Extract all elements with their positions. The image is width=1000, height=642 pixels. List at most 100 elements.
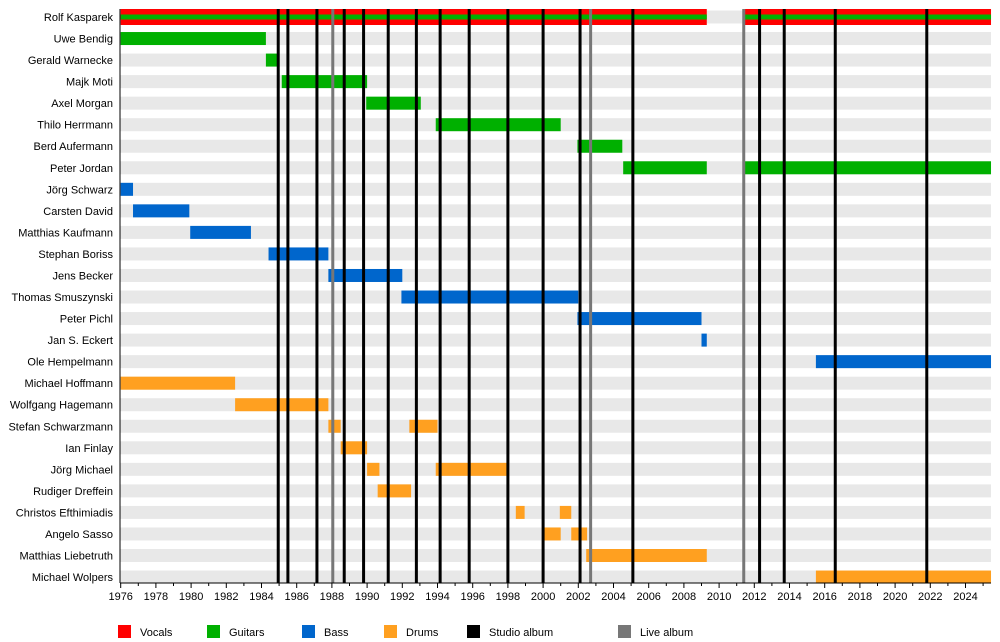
legend-label: Vocals: [140, 627, 173, 639]
member-label: Matthias Liebetruth: [19, 551, 113, 563]
row-band: [120, 225, 991, 239]
member-bar: [340, 441, 368, 455]
x-tick-label: 1980: [179, 591, 203, 603]
member-bar-secondary: [120, 14, 707, 20]
member-label: Matthias Kaufmann: [18, 227, 113, 239]
row-band: [120, 139, 991, 153]
row-band: [120, 462, 991, 476]
studio-album-line: [506, 9, 510, 583]
x-tick-label: 1978: [144, 591, 168, 603]
member-bar: [377, 484, 412, 498]
studio-album-line: [758, 9, 762, 583]
row-band: [120, 505, 991, 519]
legend-item: Studio album: [467, 625, 553, 639]
x-tick-label: 2024: [953, 591, 977, 603]
legend-item: Drums: [384, 625, 439, 639]
member-bar: [366, 96, 421, 110]
legend-swatch: [384, 625, 397, 638]
member-bar: [586, 549, 707, 562]
studio-album-line: [342, 9, 346, 583]
row-band: [120, 484, 991, 498]
row-band: [120, 441, 991, 455]
studio-album-line: [631, 9, 635, 583]
live-album-line: [742, 9, 746, 583]
legend-swatch: [618, 625, 631, 638]
x-tick-label: 2008: [672, 591, 696, 603]
x-tick-label: 2020: [883, 591, 907, 603]
row-band: [120, 312, 991, 326]
row-band: [120, 549, 991, 562]
member-bar: [268, 247, 329, 261]
row-band: [120, 570, 991, 584]
row-band: [120, 32, 991, 46]
x-tick-label: 1998: [496, 591, 520, 603]
row-band: [120, 75, 991, 89]
member-label: Christos Efthimiadis: [16, 507, 114, 519]
legend-label: Live album: [640, 627, 693, 639]
x-tick-label: 2022: [918, 591, 942, 603]
member-bar: [265, 53, 279, 67]
member-label: Carsten David: [43, 206, 113, 218]
member-bar: [623, 161, 707, 175]
x-tick-label: 1986: [284, 591, 308, 603]
member-bar: [328, 419, 341, 433]
member-bar: [515, 505, 525, 519]
studio-album-line: [541, 9, 545, 583]
legend-swatch: [207, 625, 220, 638]
member-label: Gerald Warnecke: [28, 55, 113, 67]
legend-swatch: [302, 625, 315, 638]
studio-album-line: [438, 9, 442, 583]
x-tick-label: 1984: [249, 591, 273, 603]
member-label: Axel Morgan: [51, 98, 113, 110]
legend-item: Vocals: [118, 625, 173, 639]
legend-label: Guitars: [229, 627, 265, 639]
member-label: Jens Becker: [52, 270, 113, 282]
x-tick-label: 2016: [812, 591, 836, 603]
member-bar: [743, 161, 992, 175]
live-album-line: [589, 9, 593, 583]
x-tick-label: 1994: [425, 591, 449, 603]
member-label: Berd Aufermann: [34, 141, 114, 153]
live-album-line: [331, 9, 335, 583]
member-label: Uwe Bendig: [54, 34, 113, 46]
member-label: Stephan Boriss: [38, 249, 113, 261]
row-band: [120, 333, 991, 347]
x-tick-label: 2012: [742, 591, 766, 603]
row-band: [120, 96, 991, 110]
x-tick-label: 1982: [214, 591, 238, 603]
member-label: Peter Pichl: [60, 314, 113, 326]
row-band: [120, 53, 991, 67]
member-bar: [328, 268, 403, 282]
studio-album-line: [467, 9, 471, 583]
member-bar: [281, 75, 368, 89]
member-bar: [559, 505, 572, 519]
member-label: Ole Hempelmann: [27, 357, 113, 369]
x-tick-label: 1990: [355, 591, 379, 603]
legend-label: Bass: [324, 627, 349, 639]
x-tick-label: 2006: [636, 591, 660, 603]
legend-item: Bass: [302, 625, 349, 639]
member-bar: [409, 419, 438, 433]
member-bar: [120, 32, 266, 46]
x-tick-label: 2014: [777, 591, 801, 603]
member-label: Michael Hoffmann: [25, 378, 113, 390]
legend-item: Guitars: [207, 625, 265, 639]
member-label: Michael Wolpers: [32, 572, 114, 584]
x-tick-label: 2004: [601, 591, 625, 603]
row-band: [120, 355, 991, 369]
studio-album-line: [362, 9, 366, 583]
studio-album-line: [276, 9, 280, 583]
member-label: Majk Moti: [66, 77, 113, 89]
member-bar: [577, 139, 623, 153]
studio-album-line: [578, 9, 582, 583]
x-tick-label: 2002: [566, 591, 590, 603]
member-bar: [815, 355, 992, 369]
studio-album-line: [414, 9, 418, 583]
member-bar: [577, 312, 702, 326]
member-label: Ian Finlay: [65, 443, 113, 455]
studio-album-line: [286, 9, 290, 583]
legend-label: Drums: [406, 627, 439, 639]
x-tick-label: 2000: [531, 591, 555, 603]
x-tick-label: 2010: [707, 591, 731, 603]
